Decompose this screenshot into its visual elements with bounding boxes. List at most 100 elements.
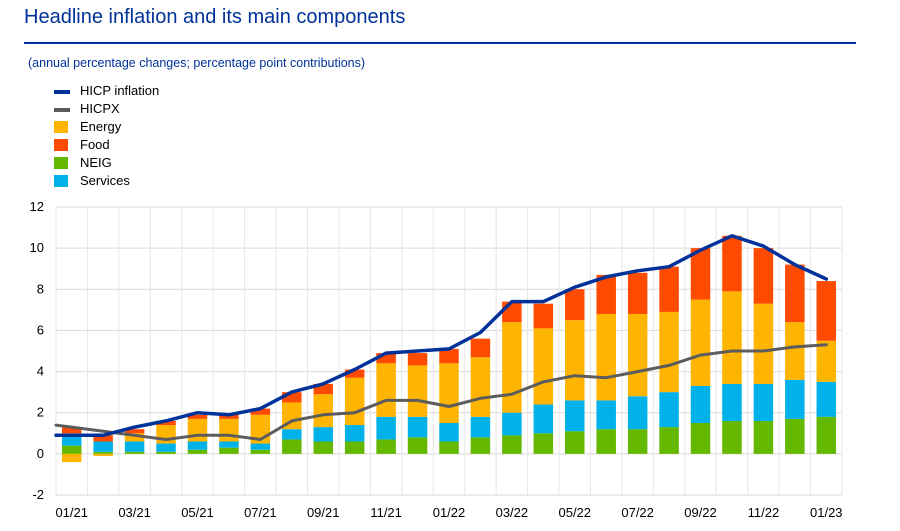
y-tick-label: 0: [37, 446, 44, 461]
bar-neig: [816, 416, 837, 454]
bar-energy: [659, 311, 679, 393]
bar-services: [533, 404, 554, 434]
x-tick-label: 11/22: [748, 505, 780, 520]
bar-food: [250, 408, 271, 415]
bar-services: [722, 383, 742, 421]
bar-food: [533, 303, 554, 329]
bar-services: [470, 416, 491, 438]
bar-food: [722, 235, 742, 292]
bar-energy: [407, 365, 428, 417]
x-tick-label: 01/23: [810, 505, 843, 520]
bar-services: [187, 441, 208, 450]
bar-energy: [690, 299, 711, 386]
bar-energy: [470, 357, 491, 417]
bar-food: [156, 420, 176, 426]
legend-label-energy: Energy: [80, 119, 122, 134]
bar-services: [376, 416, 396, 440]
x-tick-label: 05/21: [181, 505, 214, 520]
bar-food: [785, 264, 805, 323]
bar-neig: [785, 418, 805, 454]
legend-label-food: Food: [80, 137, 110, 152]
bar-neig: [659, 427, 679, 454]
bar-energy: [502, 322, 522, 413]
bar-energy: [816, 340, 837, 382]
x-tick-label: 03/22: [496, 505, 529, 520]
x-tick-label: 01/22: [433, 505, 466, 520]
bar-services: [659, 392, 679, 428]
bar-food: [690, 248, 711, 300]
legend-swatch-energy: [54, 121, 68, 133]
bar-neig: [627, 429, 648, 454]
legend-label-services: Services: [80, 173, 130, 188]
bar-food: [502, 301, 522, 323]
bar-services: [407, 416, 428, 438]
page-title: Headline inflation and its main componen…: [24, 6, 406, 28]
bar-services: [785, 379, 805, 419]
bar-services: [282, 429, 302, 440]
bar-neig: [690, 423, 711, 454]
bar-services: [250, 443, 271, 450]
legend-label-neig: NEIG: [80, 155, 112, 170]
bar-food: [376, 353, 396, 364]
bar-neig: [565, 431, 585, 454]
bar-neig: [219, 447, 239, 454]
bar-energy: [344, 377, 365, 426]
bar-services: [502, 412, 522, 436]
bar-services: [313, 427, 333, 442]
x-tick-label: 07/22: [621, 505, 654, 520]
bar-neig: [187, 449, 208, 454]
y-tick-label: 8: [37, 281, 44, 296]
bar-energy: [187, 418, 208, 442]
chart-subtitle: (annual percentage changes; percentage p…: [28, 56, 366, 70]
bar-neig: [533, 433, 554, 454]
bar-services: [219, 441, 239, 448]
bar-neig: [407, 437, 428, 454]
title-divider: [24, 42, 856, 44]
bar-neig: [250, 449, 271, 454]
x-tick-label: 01/21: [55, 505, 88, 520]
bar-neig: [61, 445, 82, 454]
bar-energy: [61, 453, 82, 463]
bar-services: [124, 441, 145, 452]
bar-energy: [565, 320, 585, 401]
bar-services: [690, 385, 711, 423]
bar-energy: [753, 303, 774, 384]
bar-food: [219, 414, 239, 419]
legend-swatch-hicp: [54, 90, 70, 94]
bar-energy: [785, 322, 805, 380]
y-tick-label: -2: [32, 487, 44, 502]
bar-services: [753, 383, 774, 421]
x-tick-label: 05/22: [558, 505, 591, 520]
bar-food: [407, 353, 428, 366]
bar-services: [627, 396, 648, 430]
bar-services: [596, 400, 616, 430]
bar-energy: [627, 313, 648, 397]
bar-neig: [439, 441, 459, 454]
bar-services: [816, 381, 837, 417]
bar-food: [439, 348, 459, 364]
bar-food: [313, 383, 333, 395]
bar-neig: [596, 429, 616, 454]
bar-services: [565, 400, 585, 432]
x-tick-label: 09/21: [307, 505, 340, 520]
bar-food: [124, 429, 145, 434]
bar-energy: [376, 363, 396, 417]
x-tick-label: 11/21: [370, 505, 402, 520]
bar-food: [187, 414, 208, 419]
bar-neig: [344, 441, 365, 454]
x-tick-label: 09/22: [684, 505, 717, 520]
bar-energy: [124, 433, 145, 442]
bar-services: [344, 425, 365, 442]
bar-layer: [61, 235, 837, 463]
y-tick-label: 4: [37, 364, 44, 379]
bar-food: [344, 369, 365, 378]
bar-food: [61, 427, 82, 434]
bar-food: [627, 272, 648, 314]
bar-neig: [753, 420, 774, 454]
bar-neig: [470, 437, 491, 454]
bar-food: [93, 435, 113, 442]
series-line-hicpx: [54, 343, 828, 441]
bar-energy: [219, 418, 239, 442]
bar-food: [470, 338, 491, 358]
bar-neig: [124, 451, 145, 454]
